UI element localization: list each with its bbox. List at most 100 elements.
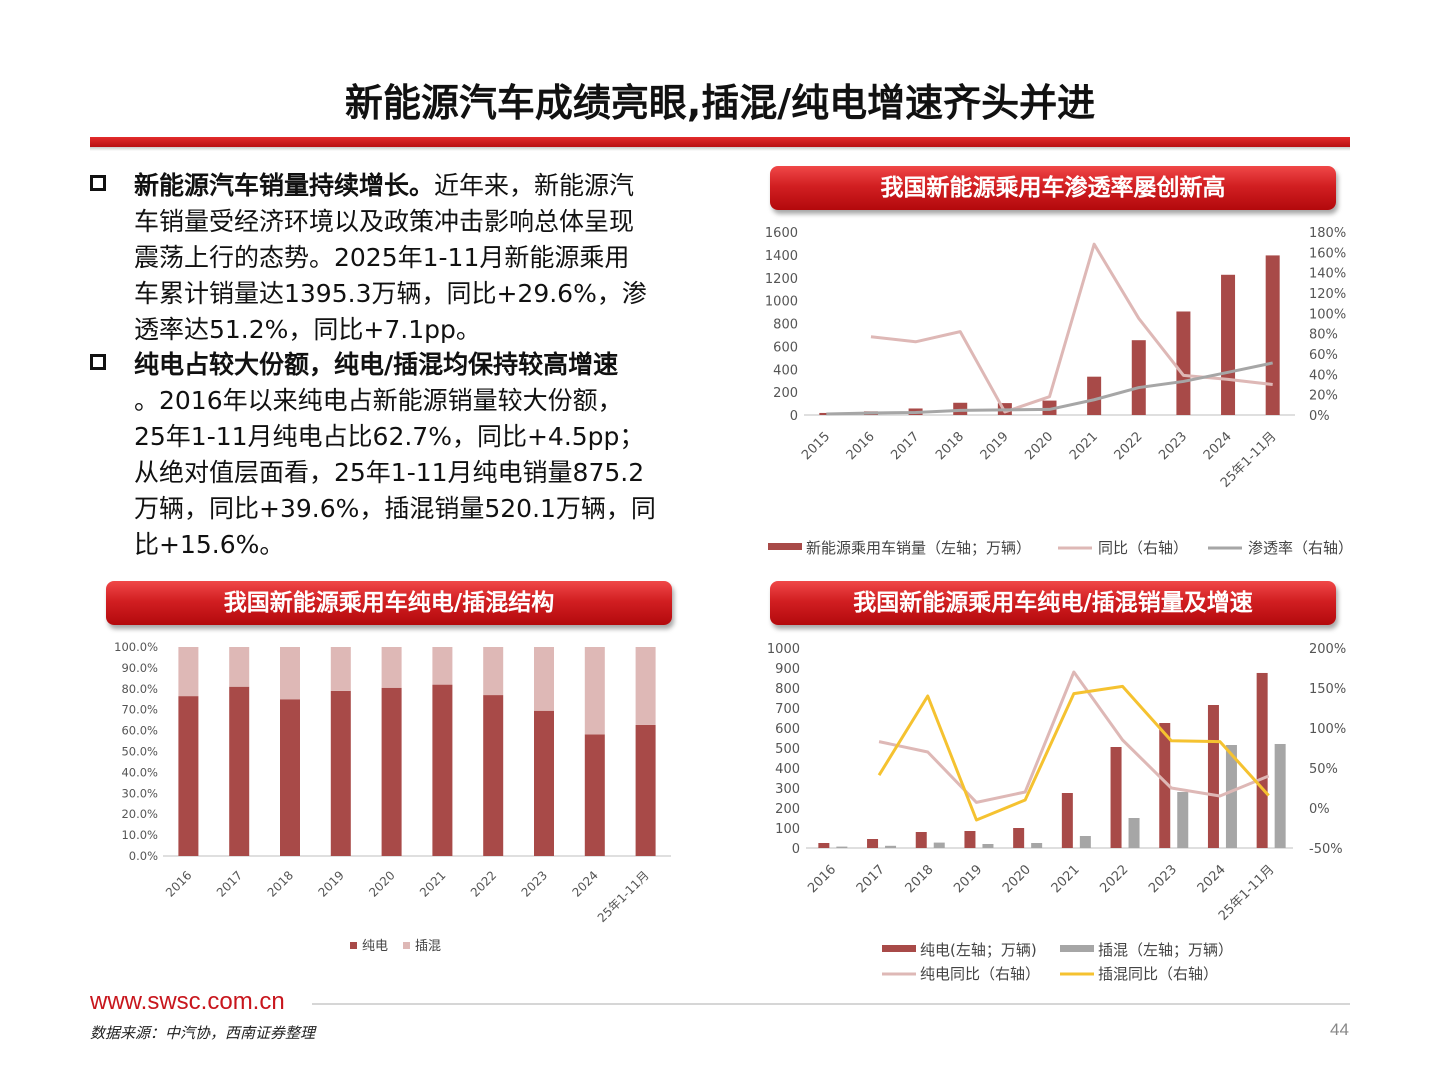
bullet-2-line-2: 25年1-11月纯电占比62.7%，同比+4.5pp； — [134, 422, 645, 451]
x-axis-tick-label: 2024 — [1195, 862, 1229, 896]
legend-label-yoy: 同比（右轴） — [1098, 539, 1188, 557]
data-source-note: 数据来源：中汽协，西南证券整理 — [90, 1024, 316, 1042]
phev-share-bar — [178, 647, 199, 697]
right-axis-tick-label: 0% — [1309, 802, 1330, 817]
phev-share-bar — [584, 647, 605, 735]
phev-sales-bar — [1079, 836, 1091, 848]
left-axis-tick-label: 700 — [775, 702, 800, 717]
phev-yoy-line — [877, 684, 1270, 822]
right-axis-tick-label: 0% — [1309, 409, 1330, 424]
right-axis-tick-label: 50% — [1309, 762, 1338, 777]
x-axis-tick-label: 2024 — [1201, 429, 1235, 463]
left-axis-tick-label: 1000 — [765, 295, 798, 310]
bullet-2-line-4: 万辆，同比+39.6%，插混销量520.1万辆，同 — [134, 494, 656, 523]
phev-sales-bar — [1031, 843, 1043, 848]
bev-sales-bar — [867, 839, 879, 848]
left-axis-tick-label: 800 — [773, 318, 798, 333]
right-axis-tick-label: 40% — [1309, 368, 1338, 383]
x-axis-tick-label: 2021 — [1067, 429, 1101, 463]
x-axis-tick-label: 2018 — [903, 862, 937, 896]
x-axis-tick-label: 2019 — [315, 868, 346, 899]
phev-sales-bar — [836, 846, 848, 848]
right-axis-tick-label: 160% — [1309, 246, 1346, 261]
checkbox-bullet-icon — [90, 354, 106, 370]
sales-growth-chart-svg: 0 100 200 300 400 500 600 700 800 900 1000 -50% 0% 50… — [767, 642, 1346, 983]
right-axis-tick-label: 100% — [1309, 722, 1346, 737]
bev-yoy-line — [878, 670, 1270, 804]
bev-share-bar — [280, 699, 300, 856]
phev-share-bar — [534, 647, 554, 711]
y-axis-tick-label: 20.0% — [121, 807, 158, 821]
penetration-chart: 0 200 400 600 800 1000 1200 1400 1600 0% 20% 40% 60%… — [740, 215, 1380, 570]
y-axis-tick-label: 40.0% — [121, 765, 158, 779]
x-axis-tick-label: 2021 — [1049, 862, 1083, 896]
legend-swatch-bev — [350, 942, 357, 949]
legend-swatch-bev — [882, 945, 916, 952]
left-axis-tick-label: 1000 — [767, 642, 800, 657]
bev-sales-bar — [818, 843, 830, 848]
phev-sales-bar — [982, 844, 994, 848]
right-axis-tick-label: 200% — [1309, 642, 1346, 657]
x-axis-tick-label: 2017 — [854, 862, 888, 896]
left-axis-tick-label: 800 — [775, 682, 800, 697]
left-axis-tick-label: 0 — [792, 842, 800, 857]
bullet-paragraph-1: 新能源汽车销量持续增长。近年来，新能源汽 车销量受经济环境以及政策冲击影响总体呈… — [90, 168, 710, 348]
footer-divider — [312, 1003, 1350, 1005]
right-axis-tick-label: 100% — [1309, 307, 1346, 322]
bev-sales-bar — [915, 832, 927, 848]
x-axis-tick-label: 2022 — [1097, 862, 1131, 896]
phev-sales-bar — [1274, 743, 1286, 848]
legend-label-bev-yoy: 纯电同比（右轴） — [920, 965, 1040, 983]
left-axis-tick-label: 1400 — [765, 249, 798, 264]
page-title: 新能源汽车成绩亮眼,插混/纯电增速齐头并进 — [344, 81, 1096, 125]
bullet-2-line-5: 比+15.6%。 — [134, 530, 285, 559]
x-axis-tick-label: 2016 — [805, 862, 839, 896]
bullet-1-line-1: 近年来，新能源汽 — [434, 171, 635, 200]
bullet-paragraph-2: 纯电占较大份额，纯电/插混均保持较高增速 。2016年以来纯电占新能源销量较大份… — [90, 347, 710, 563]
bev-sales-bar — [964, 831, 976, 848]
left-axis-tick-label: 600 — [775, 722, 800, 737]
x-axis-tick-label: 2022 — [1112, 429, 1146, 463]
phev-sales-bar — [1225, 745, 1237, 848]
x-axis-tick-label: 2018 — [265, 868, 296, 899]
phev-sales-bar — [933, 842, 945, 848]
legend-label-penetration: 渗透率（右轴） — [1248, 539, 1353, 557]
left-axis-tick-label: 400 — [773, 363, 798, 378]
left-axis-tick-label: 600 — [773, 340, 798, 355]
bev-sales-bar — [1110, 747, 1122, 848]
x-axis-tick-label: 2022 — [468, 868, 499, 899]
x-axis-tick-label: 2020 — [1022, 429, 1056, 463]
chart-1-title-banner: 我国新能源乘用车渗透率屡创新高 — [770, 166, 1336, 210]
left-axis-tick-label: 1600 — [765, 226, 798, 241]
penetration-chart-svg: 0 200 400 600 800 1000 1200 1400 1600 0% 20% 40% 60%… — [765, 226, 1353, 557]
sales-bar — [1131, 340, 1146, 415]
right-axis-tick-label: 60% — [1309, 348, 1338, 363]
left-axis-tick-label: 900 — [775, 662, 800, 677]
left-axis-tick-label: 100 — [775, 822, 800, 837]
structure-chart-svg: 0.0% 10.0% 20.0% 30.0% 40.0% 50.0% 60.0% 70.0% 8… — [114, 640, 671, 954]
left-axis-tick-label: 0 — [790, 409, 798, 424]
bev-share-bar — [534, 710, 554, 856]
chart-2-title-banner: 我国新能源乘用车纯电/插混结构 — [106, 581, 672, 625]
legend-label-phev: 插混（左轴；万辆） — [1098, 941, 1233, 959]
bev-sales-bar — [1061, 793, 1073, 848]
right-axis-tick-label: 20% — [1309, 389, 1338, 404]
left-axis-tick-label: 500 — [775, 742, 800, 757]
checkbox-bullet-icon — [90, 175, 106, 191]
y-axis-tick-label: 100.0% — [114, 640, 158, 654]
bullet-1-line-4: 车累计销量达1395.3万辆，同比+29.6%，渗 — [134, 279, 647, 308]
phev-share-bar — [635, 647, 656, 725]
x-axis-tick-label: 2018 — [933, 429, 967, 463]
structure-chart: 0.0% 10.0% 20.0% 30.0% 40.0% 50.0% 60.0% 70.0% 8… — [75, 630, 705, 985]
right-axis-tick-label: 140% — [1309, 267, 1346, 282]
bullet-2-line-3: 从绝对值层面看，25年1-11月纯电销量875.2 — [134, 458, 645, 487]
legend-swatch-phev — [403, 942, 410, 949]
right-axis-tick-label: -50% — [1309, 842, 1343, 857]
bev-share-bar — [635, 724, 656, 856]
x-axis-tick-label: 2023 — [1156, 429, 1190, 463]
bev-sales-bar — [1159, 723, 1171, 848]
x-axis-tick-label: 2024 — [569, 868, 600, 899]
left-axis-tick-label: 200 — [775, 802, 800, 817]
bev-sales-bar — [1256, 672, 1268, 848]
legend-label-phev-yoy: 插混同比（右轴） — [1098, 965, 1218, 983]
